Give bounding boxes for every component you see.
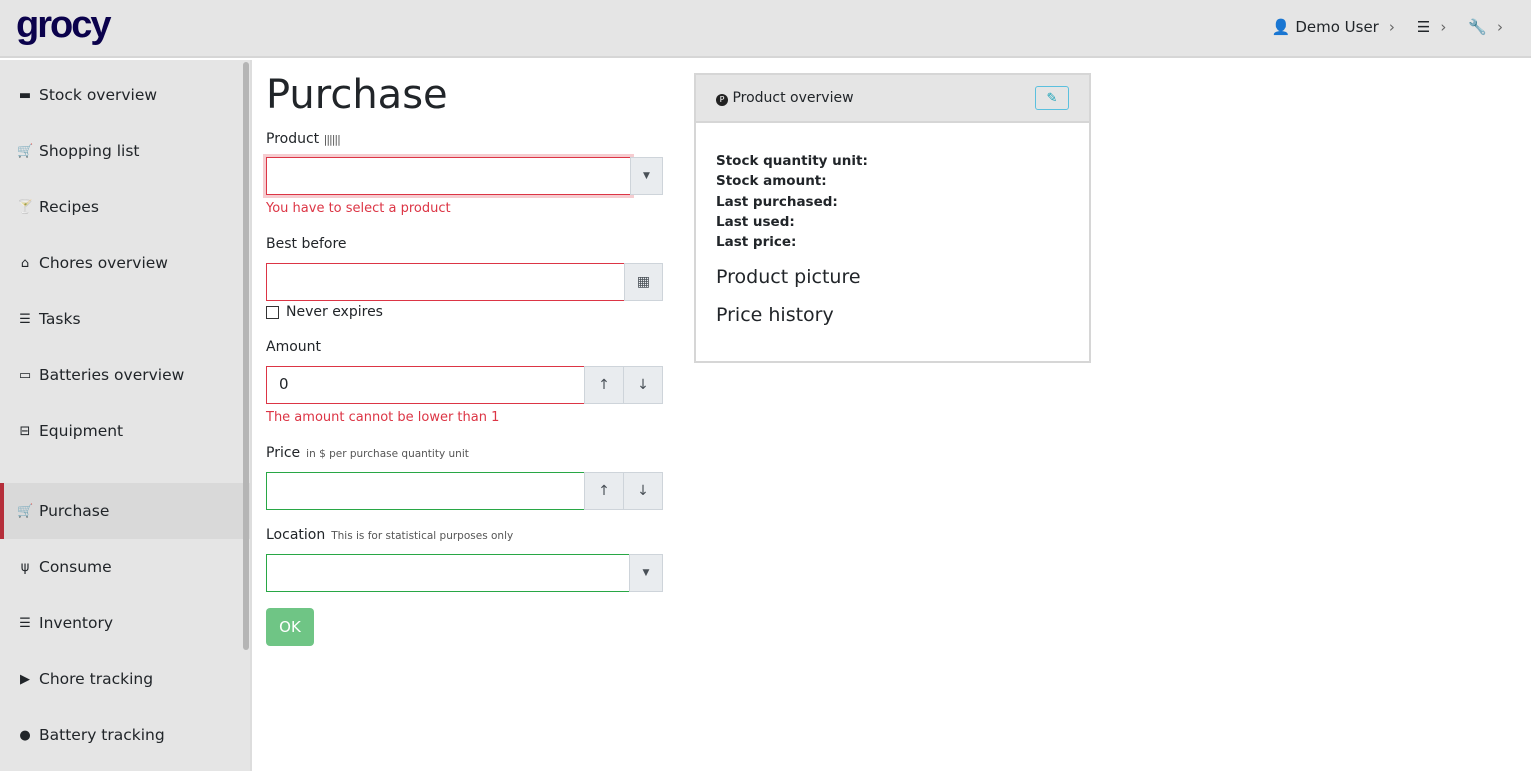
ok-button[interactable]: OK — [266, 608, 314, 646]
sidebar-item-recipes[interactable]: 🍸 Recipes — [0, 179, 250, 235]
sidebar-item-label: Chore tracking — [39, 670, 154, 688]
sidebar-item-chore-tracking[interactable]: ▶ Chore tracking — [0, 651, 250, 707]
product-input[interactable] — [266, 157, 631, 195]
sidebar-item-tasks[interactable]: ☰ Tasks — [0, 291, 250, 347]
stock-amount: Stock amount: — [716, 173, 827, 190]
settings-menu[interactable]: ☰ › — [1417, 18, 1446, 36]
cocktail-icon: 🍸 — [17, 199, 34, 215]
product-dropdown-toggle[interactable]: ▼ — [630, 157, 663, 195]
sidebar-item-label: Purchase — [39, 502, 110, 520]
location-dropdown-toggle[interactable]: ▼ — [629, 554, 663, 592]
page-title: Purchase — [266, 72, 448, 118]
sidebar-item-label: Tasks — [39, 310, 81, 328]
price-history-heading: Price history — [716, 304, 834, 327]
grocy-logo[interactable]: grocy — [16, 4, 111, 46]
product-error: You have to select a product — [266, 201, 451, 216]
barcode-icon: |||||| — [323, 133, 341, 146]
sidebar-item-shopping-list[interactable]: 🛒 Shopping list — [0, 123, 250, 179]
chevron-right-icon: › — [1440, 18, 1447, 36]
amount-error: The amount cannot be lower than 1 — [266, 410, 500, 425]
sidebar-item-label: Batteries overview — [39, 366, 185, 384]
chevron-right-icon: › — [1388, 18, 1395, 36]
toolbox-icon: ⊟ — [19, 423, 31, 439]
edit-product-button[interactable]: ✎ — [1035, 86, 1069, 110]
box-icon: ▬ — [18, 87, 32, 103]
sidebar-item-chores-overview[interactable]: ⌂ Chores overview — [0, 235, 250, 291]
sliders-icon: ☰ — [1416, 18, 1431, 36]
caret-down-icon: ▼ — [642, 568, 650, 578]
sidebar-item-consume[interactable]: ψ Consume — [0, 539, 250, 595]
list-icon: ☰ — [19, 615, 31, 631]
fire-icon: ● — [19, 727, 31, 743]
user-icon: 👤 — [1271, 18, 1291, 36]
sidebar-item-label: Shopping list — [39, 142, 140, 160]
sidebar-item-purchase[interactable]: 🛒 Purchase — [0, 483, 250, 539]
best-before-input[interactable] — [266, 263, 625, 301]
arrow-down-icon: ↓ — [637, 377, 649, 393]
sidebar-item-label: Consume — [39, 558, 112, 576]
best-before-label: Best before — [266, 236, 347, 252]
home-icon: ⌂ — [20, 255, 30, 271]
product-label: Product |||||| — [266, 131, 341, 147]
never-expires-checkbox[interactable] — [266, 305, 279, 319]
product-picture-heading: Product picture — [716, 266, 861, 289]
tools-menu[interactable]: 🔧 › — [1468, 18, 1503, 36]
arrow-up-icon: ↑ — [598, 377, 610, 393]
play-icon: ▶ — [20, 671, 30, 687]
sidebar-item-inventory[interactable]: ☰ Inventory — [0, 595, 250, 651]
amount-input[interactable]: 0 — [266, 366, 585, 404]
sidebar: ▬ Stock overview 🛒 Shopping list 🍸 Recipes ⌂ Ch… — [0, 60, 252, 771]
price-decrease-button[interactable]: ↓ — [623, 472, 663, 510]
last-price: Last price: — [716, 234, 797, 251]
sidebar-item-batteries-overview[interactable]: ▭ Batteries overview — [0, 347, 250, 403]
location-select[interactable] — [266, 554, 630, 592]
amount-label: Amount — [266, 339, 322, 355]
last-purchased: Last purchased: — [716, 193, 838, 210]
product-p-icon: P — [716, 94, 728, 106]
last-used: Last used: — [716, 213, 795, 230]
tasks-icon: ☰ — [19, 311, 31, 327]
product-overview-card: P Product overview ✎ Stock quantity unit:… — [694, 73, 1091, 363]
location-label: Location This is for statistical purposes… — [266, 527, 514, 543]
never-expires-row: Never expires — [266, 304, 383, 320]
sidebar-item-label: Battery tracking — [39, 726, 165, 744]
chevron-right-icon: › — [1497, 18, 1503, 36]
top-navbar: grocy 👤 Demo User › ☰ › 🔧 › — [0, 0, 1531, 58]
sidebar-scrollbar[interactable] — [243, 62, 249, 650]
arrow-up-icon: ↑ — [598, 483, 610, 499]
sidebar-item-label: Chores overview — [39, 254, 168, 272]
price-label: Price in $ per purchase quantity unit — [266, 445, 469, 461]
battery-icon: ▭ — [18, 367, 32, 383]
stock-quantity-unit: Stock quantity unit: — [716, 153, 868, 169]
sidebar-item-label: Inventory — [39, 614, 114, 632]
amount-increase-button[interactable]: ↑ — [584, 366, 624, 404]
user-menu[interactable]: 👤 Demo User › — [1271, 18, 1395, 36]
sidebar-item-equipment[interactable]: ⊟ Equipment — [0, 403, 250, 459]
cart-icon: 🛒 — [17, 143, 34, 159]
arrow-down-icon: ↓ — [637, 483, 649, 499]
sidebar-item-label: Recipes — [39, 198, 99, 216]
utensils-icon: ψ — [20, 559, 30, 575]
edit-icon: ✎ — [1046, 90, 1058, 106]
sidebar-item-battery-tracking[interactable]: ● Battery tracking — [0, 707, 250, 763]
wrench-icon: 🔧 — [1468, 18, 1487, 36]
calendar-icon: ▦ — [636, 274, 651, 290]
amount-decrease-button[interactable]: ↓ — [623, 366, 663, 404]
sidebar-item-label: Equipment — [39, 422, 124, 440]
calendar-button[interactable]: ▦ — [624, 263, 663, 301]
sidebar-item-stock-overview[interactable]: ▬ Stock overview — [0, 67, 250, 123]
cart-icon: 🛒 — [17, 503, 34, 519]
price-increase-button[interactable]: ↑ — [584, 472, 624, 510]
sidebar-item-label: Stock overview — [39, 86, 158, 104]
price-input[interactable] — [266, 472, 585, 510]
caret-down-icon: ▼ — [643, 171, 650, 181]
